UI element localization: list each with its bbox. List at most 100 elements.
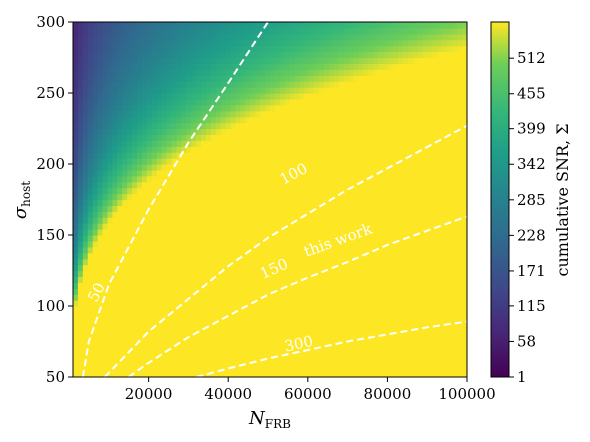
heatmap-cell-4607: [447, 93, 453, 100]
heatmap-cell-1795: [215, 45, 222, 53]
heatmap-cell-4508: [442, 323, 448, 331]
heatmap-cell-1010: [151, 75, 158, 82]
heatmap-cell-2968: [314, 205, 320, 212]
heatmap-cell-216: [87, 158, 94, 165]
heatmap-cell-4310: [422, 75, 429, 82]
heatmap-cell-4663: [452, 116, 458, 124]
heatmap-cell-1841: [220, 128, 227, 136]
heatmap-cell-4370: [427, 75, 434, 82]
heatmap-cell-3828: [383, 87, 389, 94]
heatmap-cell-4012: [398, 63, 404, 70]
heatmap-cell-4171: [412, 187, 419, 195]
heatmap-cell-1095: [161, 282, 168, 289]
heatmap-cell-3385: [348, 223, 355, 230]
heatmap-cell-4451: [437, 306, 443, 313]
heatmap-cell-1768: [215, 205, 222, 212]
heatmap-cell-3455: [353, 164, 360, 171]
heatmap-cell-195: [87, 282, 94, 289]
heatmap-cell-3389: [348, 199, 355, 207]
heatmap-cell-238: [87, 27, 94, 35]
heatmap-cell-3728: [378, 323, 384, 331]
heatmap-cell-556: [117, 276, 123, 283]
heatmap-cell-1688: [210, 323, 217, 331]
heatmap-cell-1280: [176, 252, 182, 260]
heatmap-cell-792: [137, 300, 143, 307]
heatmap-cell-1409: [186, 199, 192, 207]
heatmap-cell-2000: [235, 252, 242, 260]
heatmap-cell-938: [146, 146, 153, 153]
heatmap-cell-4329: [427, 317, 434, 325]
heatmap-cell-4786: [462, 98, 467, 106]
heatmap-cell-4262: [422, 359, 429, 366]
heatmap-cell-2576: [279, 39, 286, 47]
heatmap-cell-2602: [284, 240, 291, 248]
heatmap-cell-2898: [309, 264, 315, 272]
heatmap-cell-2805: [299, 104, 306, 112]
heatmap-cell-1721: [210, 128, 217, 136]
heatmap-cell-1193: [166, 57, 173, 65]
heatmap-cell-2137: [245, 152, 251, 159]
heatmap-cell-3758: [378, 146, 384, 153]
heatmap-cell-2685: [289, 104, 296, 112]
heatmap-cell-1215: [171, 282, 178, 289]
heatmap-cell-1177: [166, 152, 173, 159]
heatmap-cell-2001: [235, 246, 242, 254]
heatmap-cell-578: [117, 146, 123, 153]
heatmap-cell-2697: [289, 33, 296, 41]
heatmap-cell-1407: [186, 211, 192, 218]
heatmap-cell-3259: [338, 258, 345, 266]
heatmap-cell-1262: [176, 359, 182, 366]
heatmap-cell-515: [112, 164, 118, 171]
heatmap-cell-978: [151, 264, 158, 272]
heatmap-cell-2861: [304, 128, 310, 136]
heatmap-cell-1143: [166, 353, 173, 360]
heatmap-cell-2236: [255, 276, 261, 283]
heatmap-cell-2457: [270, 33, 276, 41]
heatmap-cell-1131: [161, 69, 168, 76]
heatmap-cell-1789: [215, 81, 222, 88]
heatmap-cell-3085: [324, 223, 330, 230]
heatmap-cell-136: [82, 276, 89, 283]
heatmap-cell-220: [87, 134, 94, 141]
heatmap-cell-408: [102, 87, 109, 94]
heatmap-cell-4546: [442, 98, 448, 106]
heatmap-cell-1756: [215, 276, 222, 283]
heatmap-cell-540: [117, 371, 123, 377]
heatmap-cell-3935: [393, 164, 399, 171]
heatmap-cell-1210: [171, 311, 178, 319]
heatmap-cell-2901: [309, 246, 315, 254]
heatmap-cell-4275: [422, 282, 429, 289]
heatmap-cell-341: [97, 128, 104, 136]
heatmap-cell-253: [92, 294, 99, 301]
heatmap-cell-3064: [324, 347, 330, 354]
heatmap-cell-2531: [279, 306, 286, 313]
colorbar-tick-label-1: 58: [517, 332, 536, 350]
heatmap-cell-1751: [215, 306, 222, 313]
heatmap-cell-2988: [314, 87, 320, 94]
heatmap-cell-543: [117, 353, 123, 360]
heatmap-cell-1369: [181, 81, 187, 88]
heatmap-cell-956: [146, 39, 153, 47]
heatmap-cell-3591: [363, 69, 370, 76]
heatmap-cell-536: [112, 39, 118, 47]
heatmap-cell-1335: [181, 282, 187, 289]
heatmap-cell-1609: [201, 81, 207, 88]
heatmap-cell-2358: [265, 264, 271, 272]
heatmap-cell-3180: [334, 371, 340, 377]
heatmap-cell-2622: [284, 122, 291, 130]
heatmap-cell-657: [122, 33, 128, 41]
heatmap-cell-306: [97, 335, 104, 343]
heatmap-cell-1594: [201, 169, 207, 177]
heatmap-cell-4573: [447, 294, 453, 301]
heatmap-cell-1899: [225, 140, 232, 147]
heatmap-cell-3611: [368, 306, 375, 313]
heatmap-cell-124: [82, 347, 89, 354]
heatmap-cell-1: [73, 365, 79, 372]
heatmap-cell-1216: [171, 276, 178, 283]
heatmap-cell-2446: [270, 98, 276, 106]
heatmap-cell-1534: [196, 169, 202, 177]
heatmap-cell-651: [122, 69, 128, 76]
heatmap-cell-1328: [181, 323, 187, 331]
heatmap-cell-1454: [191, 288, 197, 295]
heatmap-cell-2950: [314, 311, 320, 319]
